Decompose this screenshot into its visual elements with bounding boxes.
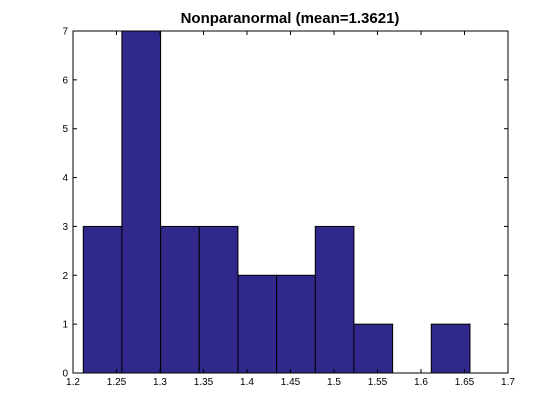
histogram-bar-6 <box>276 274 316 374</box>
x-tick-label: 1.25 <box>107 377 127 388</box>
histogram-bar-3 <box>160 225 200 374</box>
x-tick-label: 1.45 <box>281 377 301 388</box>
histogram-bar-1 <box>82 225 123 374</box>
x-axis-tick-labels: 1.2 1.25 1.3 1.35 1.4 1.45 1.5 1.55 1.6 1.65 1.7 <box>66 377 515 388</box>
x-tick-label: 1.5 <box>327 377 341 388</box>
y-tick-label: 4 <box>62 173 68 184</box>
histogram-bar-10 <box>430 323 471 374</box>
x-tick-label: 1.7 <box>501 377 515 388</box>
histogram-bar-7 <box>314 225 355 374</box>
y-tick-label: 6 <box>62 75 68 86</box>
x-tick-label: 1.6 <box>414 377 428 388</box>
x-tick-label: 1.2 <box>66 377 80 388</box>
bars-group <box>82 30 471 374</box>
x-tick-label: 1.3 <box>153 377 167 388</box>
histogram-bar-5 <box>237 274 278 374</box>
y-tick-label: 5 <box>62 124 68 135</box>
histogram-bar-2 <box>121 30 162 374</box>
y-tick-label: 0 <box>62 369 68 380</box>
y-tick-label: 1 <box>62 320 68 331</box>
x-tick-label: 1.55 <box>368 377 388 388</box>
y-axis-tick-labels: 0 1 2 3 4 5 6 7 <box>62 27 68 380</box>
x-tick-label: 1.35 <box>194 377 214 388</box>
y-tick-label: 7 <box>62 27 68 38</box>
histogram-bar-4 <box>198 225 239 374</box>
chart-title: Nonparanormal (mean=1.3621) <box>181 10 400 27</box>
x-tick-label: 1.65 <box>455 377 475 388</box>
axis-ticks <box>72 30 509 374</box>
histogram-bar-8 <box>353 323 394 374</box>
x-tick-label: 1.4 <box>240 377 254 388</box>
y-tick-label: 3 <box>62 222 68 233</box>
y-tick-label: 2 <box>62 271 68 282</box>
